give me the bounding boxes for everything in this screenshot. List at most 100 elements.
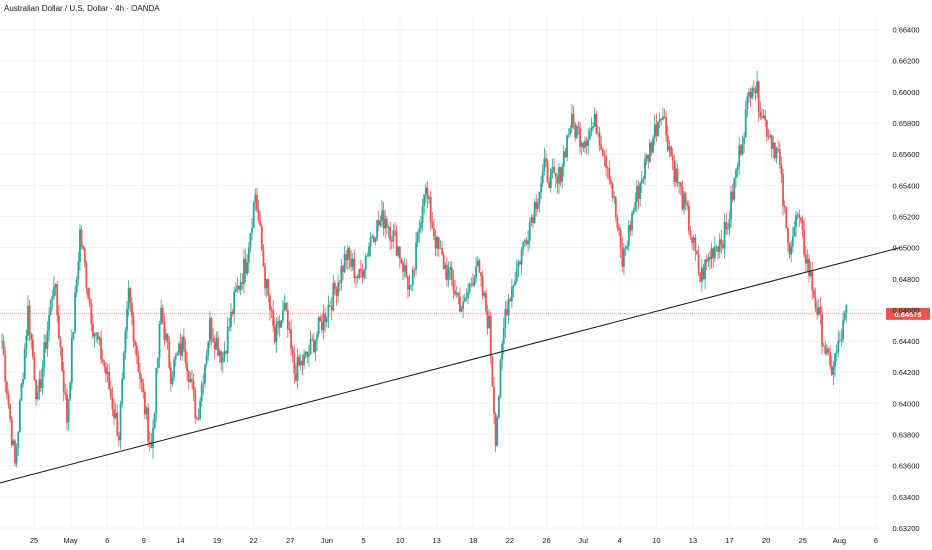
candle-body: [53, 287, 55, 297]
candle-body: [251, 228, 253, 234]
candle-body: [31, 339, 34, 357]
candle-body: [489, 315, 492, 357]
candle-body: [535, 201, 538, 209]
x-tick-label: Jun: [321, 536, 333, 545]
candle-body: [821, 314, 823, 346]
candle-body: [80, 229, 83, 247]
candle-body: [333, 282, 336, 290]
candle-body: [559, 167, 562, 182]
candle-body: [744, 109, 747, 138]
candle-body: [92, 324, 94, 337]
candle-body: [785, 206, 788, 228]
candle-body: [655, 124, 658, 136]
candle-body: [731, 191, 734, 200]
candle-body: [754, 90, 757, 94]
x-tick-label: 22: [506, 536, 514, 545]
candle-body: [322, 313, 325, 331]
candle-body: [397, 246, 400, 256]
candle-body: [103, 362, 106, 367]
candle-body: [398, 246, 401, 259]
candle-body: [616, 217, 619, 228]
candle-body: [199, 401, 202, 419]
candle-body: [100, 337, 102, 360]
candle-body: [679, 182, 682, 187]
candle-body: [275, 324, 278, 343]
candle-body: [320, 321, 323, 331]
candle-body: [507, 299, 510, 316]
candle-body: [650, 142, 653, 153]
candle-body: [694, 237, 697, 251]
candle-body: [493, 386, 495, 414]
candle-body: [764, 115, 767, 121]
candle-body: [12, 440, 15, 446]
candle-body: [231, 311, 234, 314]
candle-body: [517, 261, 520, 269]
y-tick-label: 0.65400: [892, 181, 919, 190]
candle-body: [382, 210, 385, 229]
candle-body: [18, 400, 21, 433]
candle-body: [257, 210, 260, 221]
candle-body: [525, 240, 528, 245]
candle-body: [385, 218, 388, 228]
candle-body: [462, 301, 465, 309]
candle-body: [390, 239, 393, 242]
candle-body: [295, 373, 297, 381]
candle-body: [681, 186, 684, 210]
trendline: [0, 247, 901, 484]
candle-body: [88, 297, 91, 304]
candle-body: [207, 342, 210, 356]
candle-body: [788, 242, 791, 255]
candle-body: [791, 236, 794, 247]
x-tick-label: Jul: [578, 536, 588, 545]
candle-body: [269, 295, 271, 310]
candle-body: [556, 177, 559, 184]
candle-body: [28, 305, 31, 335]
candle-body: [705, 259, 708, 262]
candle-body: [460, 308, 463, 312]
candle-body: [5, 381, 8, 395]
candle-body: [624, 248, 627, 250]
candle-body: [256, 194, 258, 211]
candle-body: [218, 351, 221, 356]
candle-body: [161, 307, 164, 322]
candle-body: [707, 257, 710, 262]
candle-body: [38, 379, 41, 393]
candle-body: [298, 356, 301, 366]
candle-body: [27, 305, 29, 337]
candle-body: [457, 292, 460, 297]
candle-body: [614, 196, 617, 218]
x-tick-label: 19: [213, 536, 221, 545]
candle-body: [74, 292, 76, 333]
candle-body: [98, 337, 101, 340]
candle-body: [332, 282, 335, 311]
candle-body: [663, 116, 666, 118]
candle-body: [730, 191, 732, 220]
candle-body: [715, 246, 718, 248]
candle-body: [566, 135, 568, 158]
y-tick-label: 0.65200: [892, 212, 919, 221]
candle-body: [210, 318, 213, 339]
candle-body: [480, 272, 482, 276]
candle-body: [749, 91, 752, 99]
candle-body: [303, 354, 305, 366]
candle-body: [79, 229, 81, 263]
candle-body: [483, 293, 486, 296]
candle-body: [307, 354, 310, 357]
candle-body: [10, 418, 13, 446]
candle-body: [234, 288, 237, 292]
candle-body: [582, 143, 585, 149]
candle-body: [85, 263, 88, 288]
candle-body: [433, 227, 435, 237]
candle-body: [510, 287, 513, 301]
candle-body: [82, 246, 85, 249]
candle-body: [562, 151, 565, 167]
candle-body: [670, 146, 672, 156]
candle-body: [834, 353, 836, 367]
candle-body: [579, 127, 581, 147]
candle-body: [733, 177, 736, 200]
candle-body: [610, 179, 612, 184]
candle-body: [739, 145, 742, 155]
candle-body: [661, 116, 664, 120]
candle-body: [282, 310, 284, 321]
x-tick-label: 4: [618, 536, 622, 545]
